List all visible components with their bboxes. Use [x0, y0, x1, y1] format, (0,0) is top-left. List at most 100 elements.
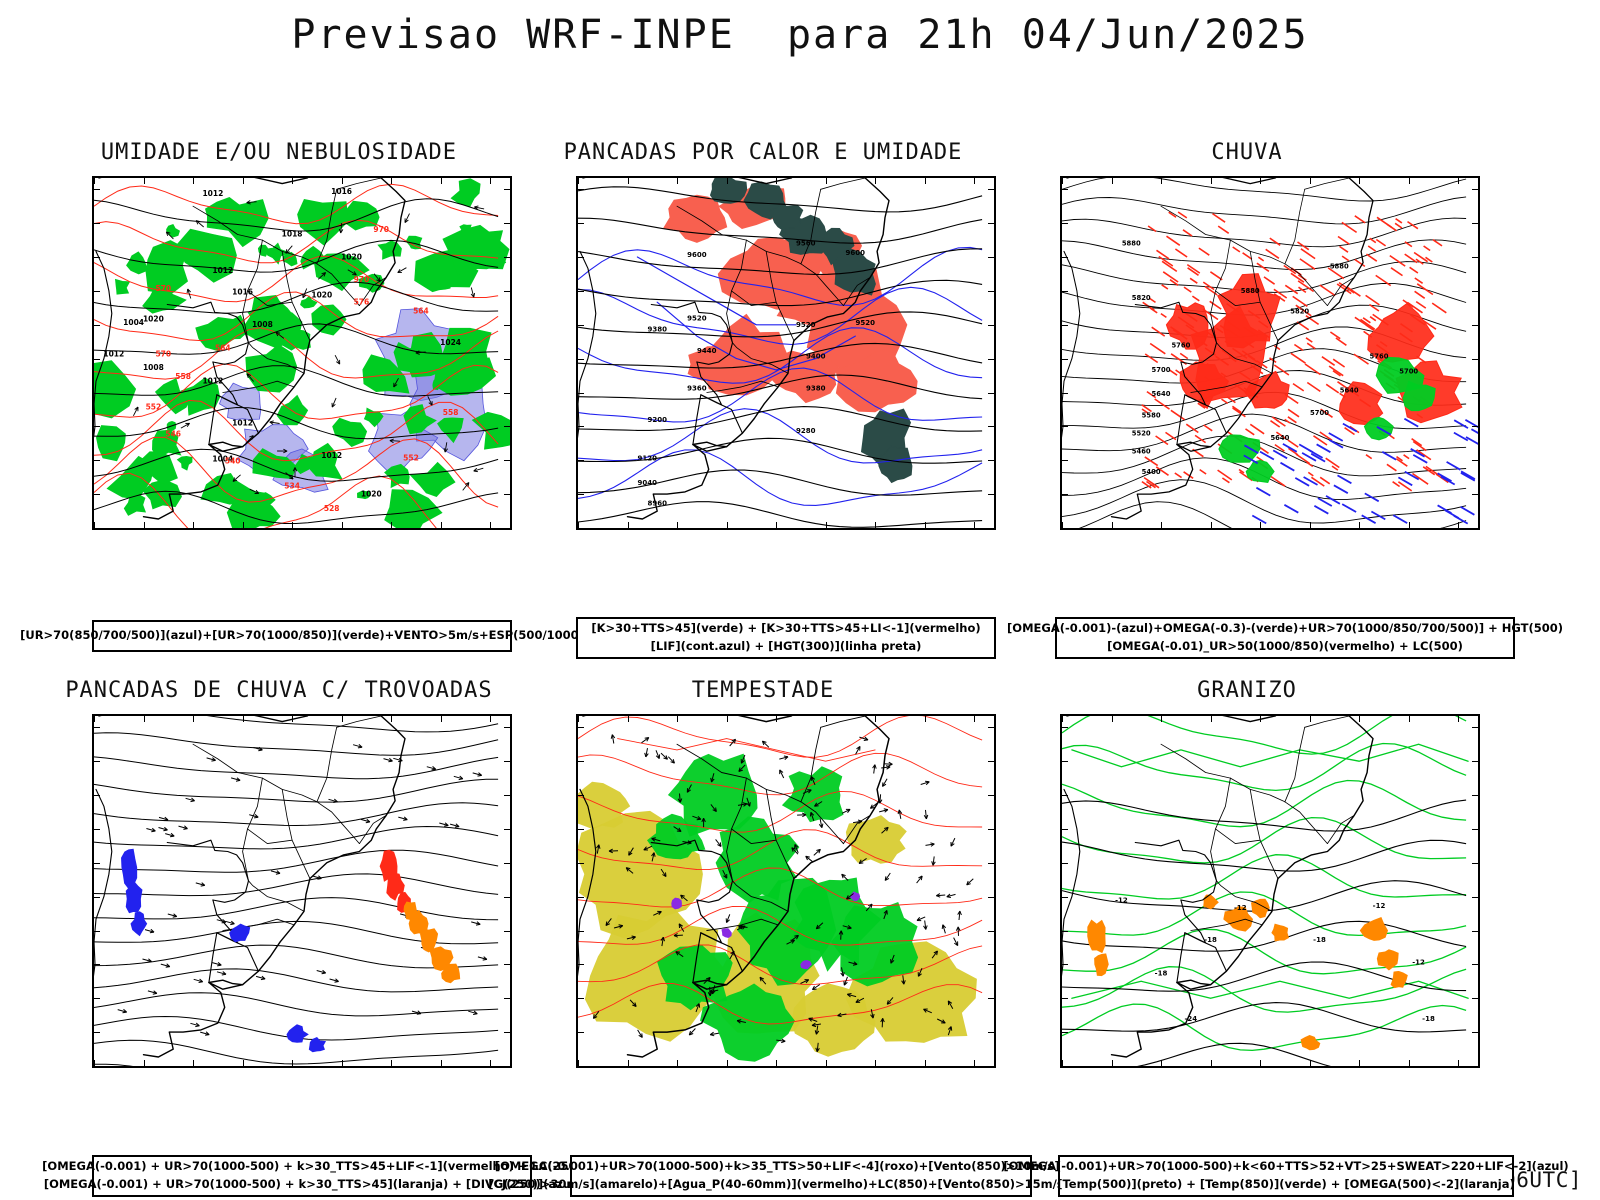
y-tick [988, 528, 994, 529]
y-tick [94, 528, 100, 529]
svg-text:5640: 5640 [1152, 390, 1171, 398]
svg-text:9400: 9400 [806, 353, 826, 361]
y-tick [1472, 358, 1478, 360]
map-svg: -12 -12 -18 -18 -18 -24 -12 -12 -18 [1062, 716, 1478, 1066]
y-tick [1472, 896, 1478, 898]
svg-text:8960: 8960 [647, 499, 667, 507]
y-tick [1472, 862, 1478, 864]
caption-pancadas-trovoadas: [OMEGA(-0.001) + UR>70(1000-500) + k>30_… [42, 1155, 582, 1197]
x-tick [1111, 522, 1113, 528]
y-tick [988, 358, 994, 360]
y-tick [1472, 1066, 1478, 1067]
svg-text:5820: 5820 [1290, 308, 1309, 316]
y-tick [94, 862, 100, 864]
map-umidade[interactable]: 1012 1016 1018 1020 1020 1016 1012 1008 1020 1012… [92, 176, 512, 530]
panel-title-pancadas-calor: PANCADAS POR CALOR E UMIDADE [563, 140, 963, 165]
svg-text:-12: -12 [1412, 958, 1425, 966]
y-tick [1062, 290, 1068, 292]
x-tick [341, 1060, 343, 1066]
svg-text:5640: 5640 [1270, 434, 1289, 442]
x-tick [341, 716, 343, 722]
map-pancadas-trovoadas[interactable]: 12S15S18S21S24S27S30S33S36S39S42S70W65W6… [92, 714, 512, 1068]
y-tick [504, 528, 510, 529]
x-tick [1260, 522, 1262, 528]
x-tick [1062, 1060, 1063, 1066]
svg-text:1008: 1008 [252, 320, 273, 329]
y-tick [988, 460, 994, 462]
plot-area-pancadas-trovoadas: 12S15S18S21S24S27S30S33S36S39S42S70W65W6… [92, 714, 512, 1068]
y-tick [1472, 1032, 1478, 1034]
plot-area-chuva: 5880 5880 5820 5760 5700 5640 5580 5520 5460 5400… [1060, 176, 1480, 530]
y-tick [504, 257, 510, 258]
caption-chuva: [OMEGA(-0.001)-(azul)+OMEGA(-0.3)-(verde… [1007, 617, 1563, 659]
y-tick [578, 896, 584, 898]
x-tick [1359, 716, 1361, 722]
y-tick [1472, 930, 1478, 932]
y-tick [578, 964, 584, 966]
svg-text:1016: 1016 [331, 187, 352, 196]
x-tick [677, 522, 678, 528]
x-tick [391, 1060, 393, 1066]
map-chuva[interactable]: 5880 5880 5820 5760 5700 5640 5580 5520 5460 5400… [1060, 176, 1480, 530]
y-tick [1062, 358, 1068, 360]
x-tick [1260, 178, 1262, 184]
x-tick [1408, 522, 1410, 528]
x-tick [242, 178, 244, 184]
svg-text:9600: 9600 [846, 249, 866, 257]
y-tick [94, 392, 100, 394]
x-tick [627, 1060, 629, 1066]
svg-text:1020: 1020 [341, 252, 362, 261]
map-tempestade[interactable]: 12S15S18S21S24S27S30S33S36S39S42S70W65W6… [576, 714, 996, 1068]
x-tick [776, 178, 778, 184]
x-tick [440, 522, 442, 528]
panel-title-umidade: UMIDADE E/OU NEBULOSIDADE [100, 140, 458, 165]
x-tick [578, 716, 579, 722]
map-granizo[interactable]: -12-12-18-18-18-24-12-12-1812S15S18S21S2… [1060, 714, 1480, 1068]
x-tick [924, 1060, 926, 1066]
y-tick [578, 930, 584, 932]
svg-text:564: 564 [215, 344, 231, 353]
y-tick [988, 964, 994, 966]
y-tick [504, 727, 510, 729]
svg-text:1012: 1012 [202, 189, 223, 198]
y-tick [1062, 460, 1068, 462]
y-tick [1062, 528, 1068, 529]
y-tick [504, 1032, 510, 1034]
x-tick [1111, 178, 1113, 184]
panel-umidade: UMIDADE E/OU NEBULOSIDADE 1012 1016 1018 10… [44, 140, 514, 610]
y-tick [1472, 998, 1478, 1000]
x-tick [578, 1060, 579, 1066]
y-tick [1472, 223, 1478, 225]
x-tick [1408, 178, 1410, 184]
map-pancadas-calor[interactable]: 9600 9600 9560 9520 9520 9520 9440 9400 9380 9360… [576, 176, 996, 530]
x-tick [875, 522, 877, 528]
svg-text:-18: -18 [1155, 970, 1168, 978]
x-tick [1210, 522, 1212, 528]
y-tick [94, 460, 100, 462]
x-tick [726, 522, 728, 528]
x-tick [1458, 716, 1460, 722]
svg-text:9360: 9360 [687, 384, 707, 392]
x-tick [1359, 178, 1361, 184]
y-tick [1062, 1032, 1068, 1034]
caption-line: [CJ(250)>30m/s](amarelo)+[Agua_P(40-60mm… [488, 1177, 1114, 1191]
map-svg [578, 716, 994, 1066]
y-tick [1062, 324, 1068, 326]
y-tick [578, 223, 584, 225]
x-tick [143, 522, 145, 528]
panel-title-pancadas-trovoadas: PANCADAS DE CHUVA C/ TROVOADAS [65, 678, 493, 703]
y-tick [578, 1032, 584, 1034]
x-tick [1210, 178, 1212, 184]
svg-text:5640: 5640 [1340, 387, 1359, 395]
y-tick [578, 358, 584, 360]
y-tick [1062, 930, 1068, 932]
x-tick [391, 178, 393, 184]
y-tick [94, 358, 100, 360]
svg-text:-18: -18 [1204, 936, 1217, 944]
y-tick [578, 528, 584, 529]
y-tick [988, 761, 994, 763]
caption-umidade: [UR>70(850/700/500)](azul)+[UR>70(1000/8… [20, 620, 584, 652]
x-tick [94, 178, 95, 184]
svg-text:9040: 9040 [638, 479, 658, 487]
